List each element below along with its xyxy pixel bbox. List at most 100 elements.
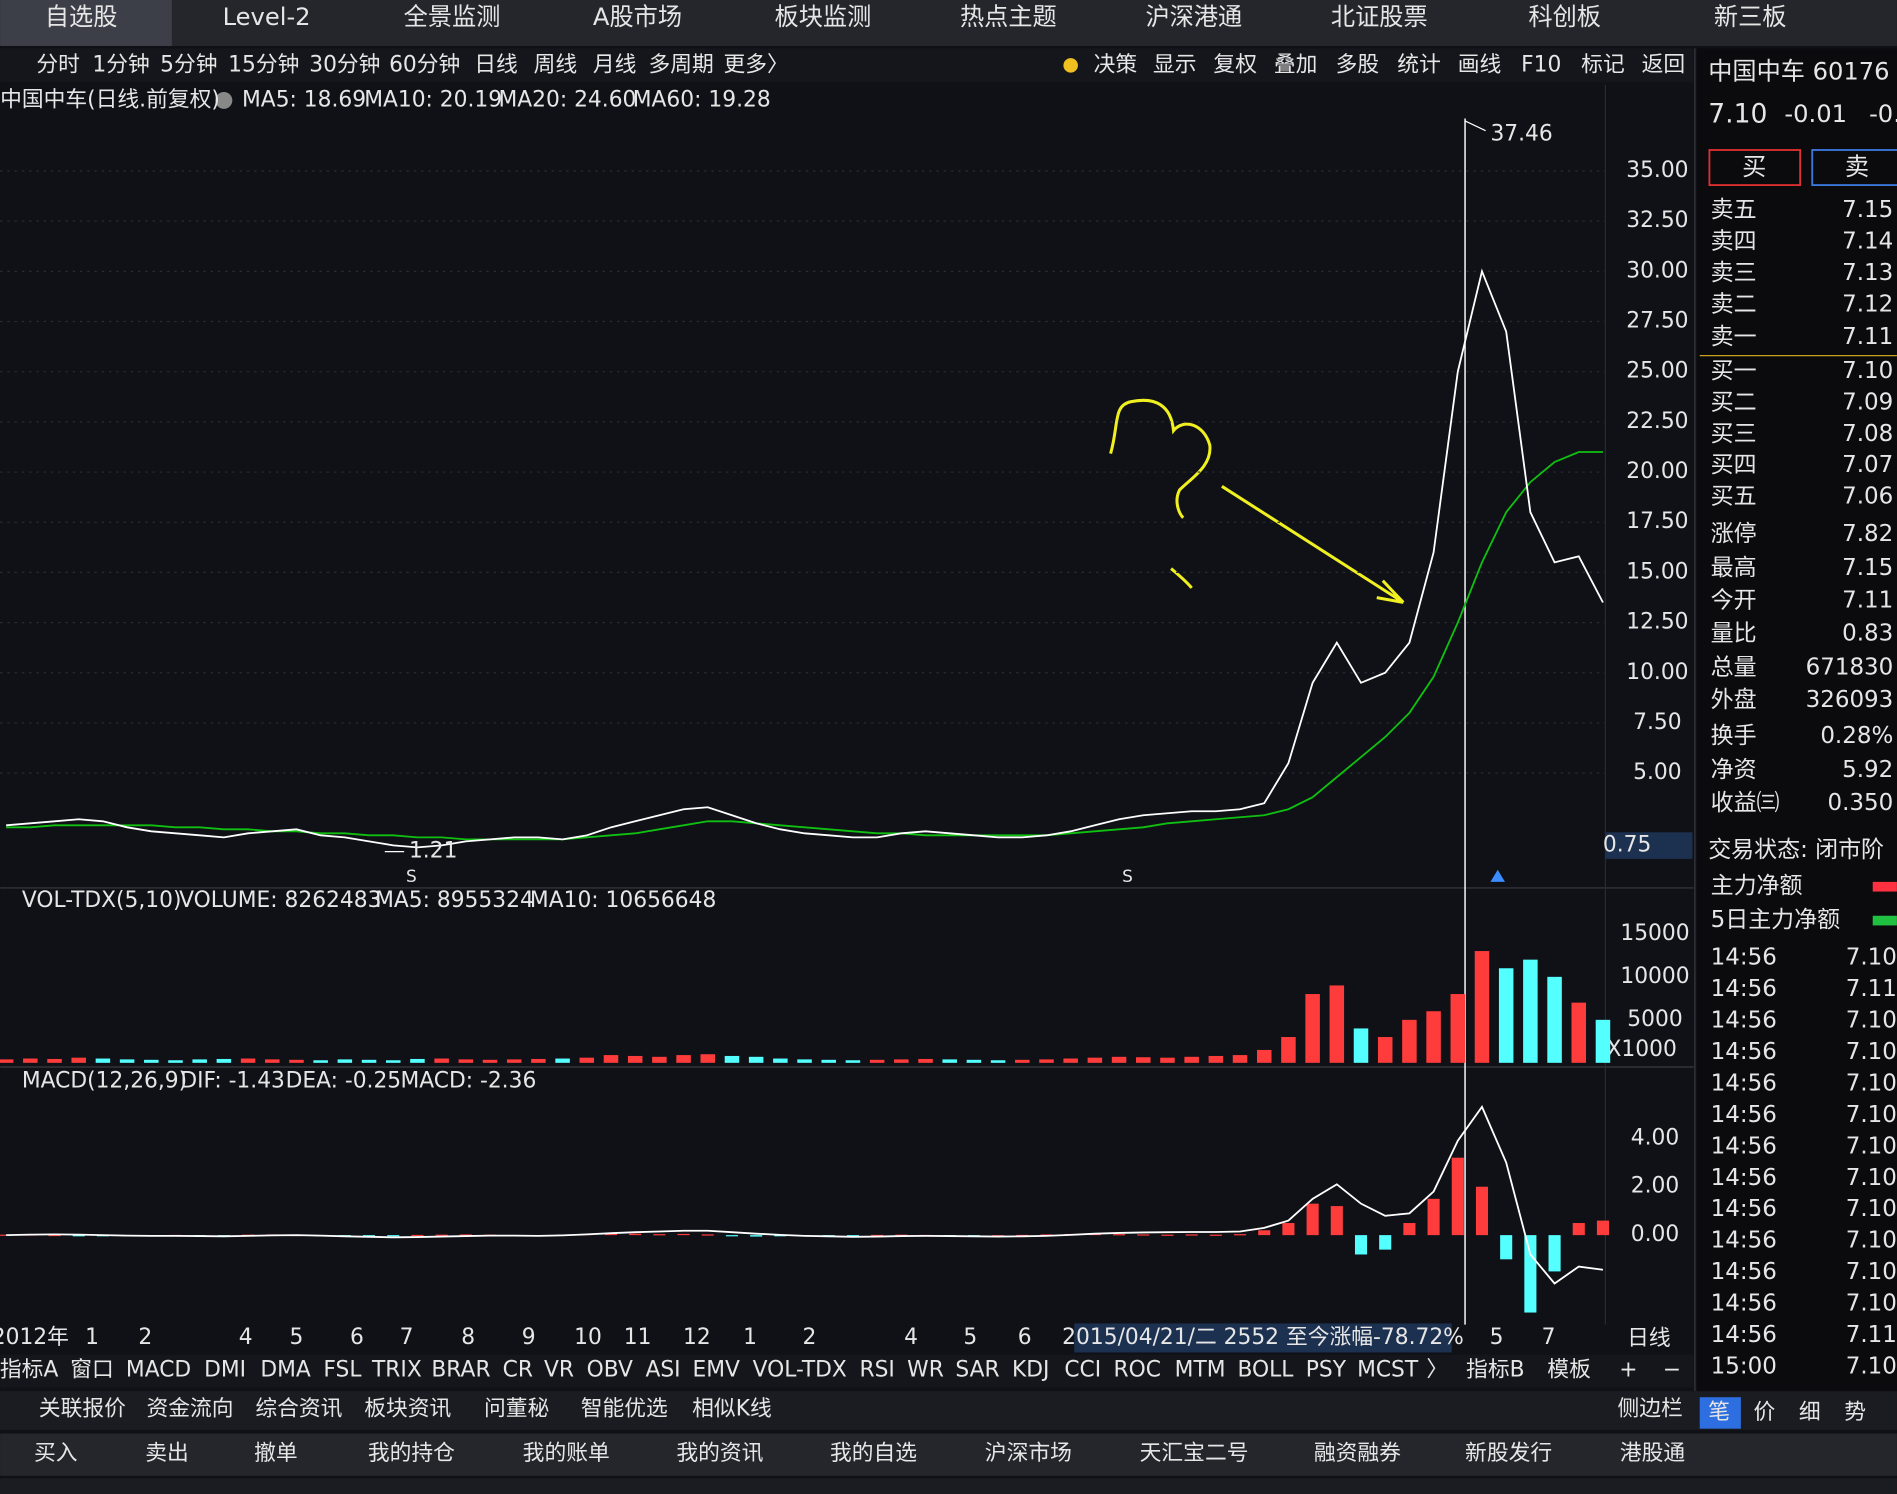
top-tab[interactable]: 新三板: [1714, 3, 1787, 31]
info-tab[interactable]: 问董秘: [484, 1396, 549, 1421]
tool-button[interactable]: 叠加: [1274, 52, 1318, 77]
period-tab[interactable]: 更多〉: [723, 52, 788, 77]
macd-bar: [72, 1235, 85, 1237]
info-tab[interactable]: 综合资讯: [255, 1396, 342, 1421]
trade-button[interactable]: 我的自选: [830, 1441, 917, 1466]
macd-bar: [1451, 1157, 1464, 1236]
trade-button[interactable]: 撤单: [254, 1441, 298, 1466]
tool-button[interactable]: 统计: [1397, 52, 1441, 77]
info-tab[interactable]: 关联报价: [39, 1396, 126, 1421]
indicator-tab[interactable]: VR: [544, 1358, 574, 1383]
indicator-tab[interactable]: FSL: [323, 1358, 362, 1383]
tool-button[interactable]: 多股: [1336, 52, 1380, 77]
indicator-tab[interactable]: 窗口: [70, 1358, 114, 1383]
period-tab[interactable]: 5分钟: [160, 52, 217, 77]
tool-button[interactable]: 标记: [1581, 52, 1625, 77]
macd-bar: [1572, 1223, 1585, 1236]
indicator-tab[interactable]: 〉: [1426, 1358, 1448, 1383]
period-tab[interactable]: 15分钟: [228, 52, 299, 77]
tool-button[interactable]: 画线: [1458, 52, 1502, 77]
indicator-tab[interactable]: MCST: [1357, 1358, 1419, 1383]
tool-button[interactable]: F10: [1521, 52, 1561, 77]
sell-label[interactable]: 卖: [1845, 153, 1869, 181]
indicator-tab[interactable]: SAR: [955, 1358, 999, 1383]
trade-button[interactable]: 我的资讯: [676, 1441, 763, 1466]
info-tab[interactable]: 板块资讯: [364, 1396, 451, 1421]
indicator-tab[interactable]: RSI: [859, 1358, 894, 1383]
info-tab[interactable]: 相似K线: [692, 1396, 772, 1421]
trade-button[interactable]: 买入: [34, 1441, 78, 1466]
indicator-tab[interactable]: ROC: [1113, 1358, 1160, 1383]
indicator-tab[interactable]: BRAR: [431, 1358, 490, 1383]
indicator-tab[interactable]: −: [1663, 1358, 1681, 1383]
indicator-tab[interactable]: WR: [907, 1358, 944, 1383]
buy-label[interactable]: 买: [1742, 153, 1766, 181]
period-tab[interactable]: 日线: [474, 52, 518, 77]
toggle-icon: [215, 91, 233, 109]
volume-bar: [869, 1059, 885, 1063]
indicator-tab[interactable]: KDJ: [1012, 1358, 1049, 1383]
tool-button[interactable]: 返回: [1642, 52, 1686, 77]
info-tab[interactable]: 资金流向: [146, 1396, 233, 1421]
buy-button[interactable]: [1708, 149, 1802, 186]
tool-button[interactable]: 显示: [1153, 52, 1197, 77]
trade-button[interactable]: 新股发行: [1465, 1441, 1552, 1466]
period-tab[interactable]: 分时: [36, 52, 80, 77]
info-tab[interactable]: 智能优选: [581, 1396, 668, 1421]
indicator-tab[interactable]: EMV: [693, 1358, 741, 1383]
indicator-tab[interactable]: 指标B: [1466, 1358, 1524, 1383]
top-tab[interactable]: A股市场: [593, 3, 682, 31]
indicator-tab[interactable]: MTM: [1175, 1358, 1226, 1383]
side-tab[interactable]: 细: [1799, 1400, 1821, 1425]
period-tab[interactable]: 30分钟: [309, 52, 380, 77]
period-tab[interactable]: 60分钟: [389, 52, 460, 77]
sell-button[interactable]: [1811, 149, 1897, 186]
indicator-tab[interactable]: BOLL: [1237, 1358, 1294, 1383]
top-tab[interactable]: 自选股: [45, 3, 118, 31]
stat-label: 收益㈢: [1711, 790, 1780, 816]
trade-button[interactable]: 融资融券: [1314, 1441, 1401, 1466]
stat-label: 量比: [1711, 620, 1757, 646]
indicator-tab[interactable]: CR: [503, 1358, 533, 1383]
sidebar-button[interactable]: 侧边栏: [1617, 1396, 1682, 1421]
top-tab[interactable]: 科创板: [1528, 3, 1601, 31]
indicator-tab[interactable]: 指标A: [0, 1358, 58, 1383]
top-tab[interactable]: 板块监测: [775, 3, 872, 31]
tick-price: 7.10: [1846, 1102, 1897, 1128]
period-tab[interactable]: 1分钟: [92, 52, 149, 77]
side-tab[interactable]: 笔: [1708, 1400, 1730, 1425]
trade-button[interactable]: 沪深市场: [985, 1441, 1072, 1466]
side-tab[interactable]: 势: [1844, 1400, 1866, 1425]
indicator-tab[interactable]: ASI: [645, 1358, 680, 1383]
side-tab[interactable]: 价: [1754, 1400, 1776, 1425]
trade-button[interactable]: 天汇宝二号: [1140, 1441, 1249, 1466]
tool-button[interactable]: 决策: [1094, 52, 1138, 77]
trade-button[interactable]: 我的账单: [523, 1441, 610, 1466]
trade-button[interactable]: 我的持仓: [368, 1441, 455, 1466]
top-tab[interactable]: 北证股票: [1331, 3, 1428, 31]
indicator-tab[interactable]: VOL-TDX: [753, 1358, 847, 1383]
indicator-tab[interactable]: DMI: [204, 1358, 246, 1383]
indicator-tab[interactable]: +: [1619, 1358, 1637, 1383]
top-tab[interactable]: Level-2: [223, 3, 311, 31]
volume-bar: [845, 1060, 861, 1063]
macd-bar: [1548, 1235, 1561, 1272]
period-tab[interactable]: 周线: [534, 52, 578, 77]
volume-bar: [1160, 1057, 1175, 1063]
trade-button[interactable]: 卖出: [145, 1441, 189, 1466]
indicator-tab[interactable]: MACD: [126, 1358, 191, 1383]
top-tab[interactable]: 全景监测: [404, 3, 501, 31]
top-tab[interactable]: 沪深港通: [1145, 3, 1242, 31]
trade-button[interactable]: 港股通: [1620, 1441, 1686, 1466]
indicator-tab[interactable]: TRIX: [371, 1358, 422, 1383]
indicator-tab[interactable]: OBV: [587, 1358, 633, 1383]
indicator-tab[interactable]: DMA: [260, 1358, 311, 1383]
period-tab[interactable]: 多周期: [648, 52, 713, 77]
indicator-tab[interactable]: CCI: [1064, 1358, 1101, 1383]
tool-button[interactable]: 复权: [1213, 52, 1257, 77]
period-tab[interactable]: 月线: [593, 52, 637, 77]
top-tab[interactable]: 热点主题: [960, 3, 1057, 31]
indicator-tab[interactable]: PSY: [1306, 1358, 1347, 1383]
indicator-tab[interactable]: 模板: [1547, 1358, 1591, 1383]
